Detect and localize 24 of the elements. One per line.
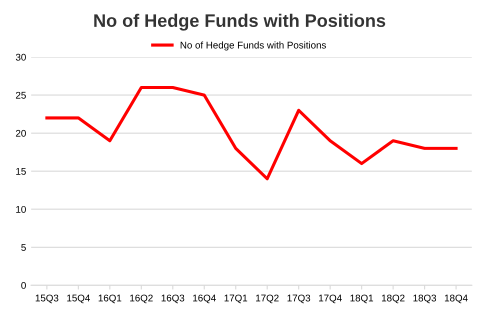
y-tick-label: 0 (21, 282, 26, 289)
x-tick-label: 16Q3 (162, 294, 184, 304)
y-tick-label: 15 (16, 168, 26, 175)
x-tick-label: 16Q1 (98, 294, 122, 304)
x-tick-label: 17Q4 (319, 294, 342, 304)
legend-label: No of Hedge Funds with Positions (180, 41, 326, 50)
x-tick-label: 16Q2 (130, 294, 153, 304)
x-tick-label: 17Q2 (256, 294, 279, 304)
chart-title: No of Hedge Funds with Positions (94, 14, 386, 31)
y-tick-label: 5 (21, 244, 26, 251)
x-tick-label: 18Q1 (350, 294, 374, 304)
x-tick-label: 15Q4 (67, 294, 90, 304)
x-tick-label: 16Q4 (193, 294, 216, 304)
x-tick-label: 15Q3 (36, 294, 58, 304)
x-tick-label: 18Q4 (444, 294, 468, 304)
line-series (45, 86, 458, 180)
y-tick-label: 30 (16, 54, 26, 61)
y-tick-label: 10 (16, 206, 26, 213)
y-tick-label: 25 (16, 92, 26, 99)
x-tick-label: 18Q2 (382, 294, 405, 304)
x-tick-label: 18Q3 (413, 294, 436, 304)
x-tick-label: 17Q3 (288, 294, 310, 304)
y-tick-label: 20 (16, 130, 26, 137)
x-tick-label: 17Q1 (224, 294, 248, 304)
